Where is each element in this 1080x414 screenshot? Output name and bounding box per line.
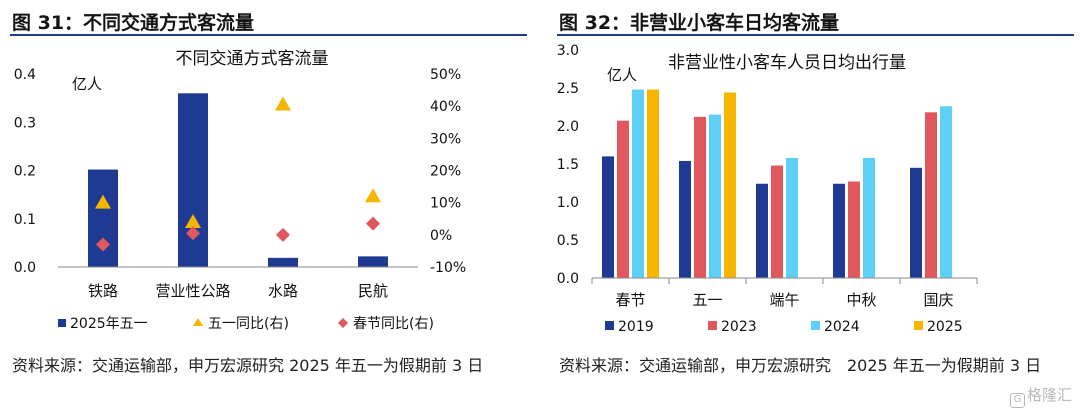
y2-tick-label: 10%	[430, 196, 461, 212]
bar-2025-mayday	[88, 169, 118, 267]
legend-swatch-2023	[708, 321, 717, 330]
marker-mayday-yoy	[95, 194, 111, 209]
y-tick-label: 3.0	[557, 43, 579, 59]
bar-2019	[602, 156, 614, 278]
bar-2024	[863, 157, 875, 278]
legend-label: 2025年五一	[70, 316, 148, 332]
x-category-label: 民航	[358, 282, 388, 300]
legend-swatch-2019	[605, 321, 614, 330]
bar-2024	[709, 114, 721, 278]
y-tick-label: 0.4	[14, 67, 36, 83]
marker-spring-yoy	[276, 227, 290, 242]
legend-label: 2024	[824, 319, 860, 335]
x-category-label: 五一	[692, 291, 722, 309]
bar-2024	[940, 106, 952, 279]
bar-2019	[679, 160, 691, 278]
legend-label: 2023	[721, 319, 757, 335]
x-category-label: 水路	[268, 282, 298, 300]
legend-swatch-diamond	[338, 318, 348, 328]
y-tick-label: 1.0	[557, 195, 579, 211]
y2-tick-label: 30%	[430, 131, 461, 147]
bar-2019	[756, 183, 768, 278]
figure-32-source: 资料来源：交通运输部，申万宏源研究 2025 年五一为假期前 3 日	[559, 356, 1042, 375]
x-category-label: 端午	[769, 291, 799, 309]
bar-2025	[724, 92, 736, 278]
figure-31-header: 图 31：不同交通方式客流量	[10, 6, 527, 36]
bar-2023	[771, 165, 783, 278]
x-category-label: 春节	[615, 291, 645, 309]
y-tick-label: 0.5	[557, 233, 579, 249]
y-tick-label: 2.0	[557, 119, 579, 135]
bar-2024	[632, 89, 644, 278]
bar-2025-mayday	[178, 93, 208, 267]
marker-mayday-yoy	[365, 188, 381, 203]
bar-2023	[848, 181, 860, 278]
legend-swatch-bar	[58, 319, 66, 327]
figure-31-title: 图 31：不同交通方式客流量	[12, 12, 255, 34]
y-tick-label: 2.5	[557, 81, 579, 97]
g-logo-icon: G	[1009, 393, 1025, 408]
legend-swatch-2025	[914, 321, 923, 330]
bar-2019	[910, 167, 922, 278]
y2-tick-label: -10%	[430, 260, 466, 276]
bar-2025	[647, 89, 659, 278]
bar-2023	[617, 120, 629, 279]
x-category-label: 中秋	[846, 291, 876, 309]
marker-mayday-yoy	[275, 96, 291, 111]
y-tick-label: 0.0	[14, 260, 36, 276]
figure-32-header: 图 32：非营业小客车日均客流量	[557, 6, 1074, 36]
figure-31-panel: 图 31：不同交通方式客流量 不同交通方式客流量亿人 0.0 0.1 0.2 0.3 0.…	[0, 0, 533, 414]
marker-spring-yoy	[96, 237, 110, 252]
figure-32-title: 图 32：非营业小客车日均客流量	[559, 12, 840, 34]
bar-2025-mayday	[358, 256, 388, 267]
marker-mayday-yoy	[185, 213, 201, 228]
figure-31-source: 资料来源：交通运输部，申万宏源研究 2025 年五一为假期前 3 日	[12, 356, 484, 375]
bar-2023	[694, 116, 706, 278]
legend-swatch-triangle	[193, 318, 203, 326]
unit-label: 亿人	[72, 75, 102, 93]
y2-tick-label: 50%	[430, 67, 461, 83]
y2-tick-label: 20%	[430, 164, 461, 180]
legend-swatch-2024	[811, 321, 820, 330]
y-tick-label: 0.3	[14, 115, 36, 131]
watermark: G 格隆汇	[1009, 384, 1072, 408]
chart-title: 非营业性小客车人员日均出行量	[668, 53, 906, 73]
watermark-text: 格隆汇	[1026, 386, 1072, 404]
bar-2024	[786, 157, 798, 278]
y2-tick-label: 40%	[430, 99, 461, 115]
x-category-label: 营业性公路	[155, 282, 230, 300]
bar-2019	[833, 183, 845, 278]
bar-2023	[925, 112, 937, 278]
marker-spring-yoy	[366, 216, 380, 231]
y2-tick-label: 0%	[430, 228, 452, 244]
unit-label: 亿人	[607, 66, 637, 84]
bar-2025-mayday	[268, 257, 298, 267]
chart-title: 不同交通方式客流量	[176, 49, 329, 69]
legend-label: 春节同比(右)	[353, 316, 434, 332]
y-tick-label: 0.2	[14, 164, 36, 180]
x-category-label: 国庆	[923, 291, 953, 309]
y-tick-label: 0.0	[557, 271, 579, 287]
legend-label: 2019	[618, 319, 654, 335]
x-category-label: 铁路	[88, 282, 118, 300]
y-tick-label: 0.1	[14, 212, 36, 228]
y-tick-label: 1.5	[557, 157, 579, 173]
marker-spring-yoy	[186, 226, 200, 241]
legend-label: 2025	[927, 319, 963, 335]
legend-label: 五一同比(右)	[208, 316, 289, 332]
figure-32-panel: 图 32：非营业小客车日均客流量 非营业性小客车人员日均出行量亿人 0.0 0.5 1…	[547, 0, 1080, 414]
